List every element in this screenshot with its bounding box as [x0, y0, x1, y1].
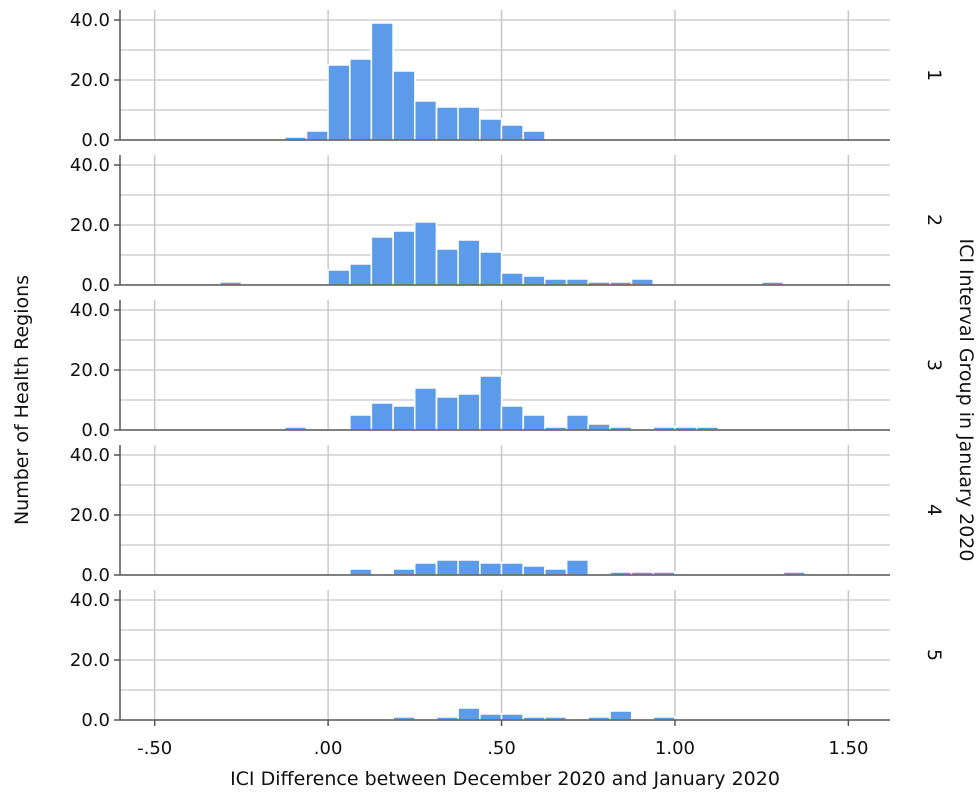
y-tick-label: 0.0: [81, 275, 110, 296]
y-tick-label: 40.0: [70, 10, 110, 31]
y-tick-label: 0.0: [81, 710, 110, 731]
histogram-bar: [349, 263, 373, 286]
histogram-bar: [392, 568, 416, 576]
histogram-bar: [565, 278, 590, 286]
facet-panel-3: 0.0 20.0 40.0 3: [70, 300, 945, 441]
x-tick-label: -.50: [137, 738, 172, 759]
histogram-bar: [500, 405, 524, 431]
facet-panel-2: 0.0 20.0 40.0 2: [70, 155, 945, 296]
histogram-bar: [500, 272, 524, 286]
facet-panels: 0.020.040.010.020.040.020.020.040.030.02…: [70, 10, 945, 731]
histogram-bar: [565, 559, 590, 576]
histogram-bar: [522, 414, 546, 431]
x-axis-tick-labels: -.50 .00 .50 1.00 1.50: [137, 720, 868, 759]
y-tick-label: 20.0: [70, 215, 110, 236]
histogram-bar: [522, 565, 546, 576]
facet-label-3: 3: [923, 359, 945, 371]
y-tick-label: 40.0: [70, 155, 110, 176]
y-tick-label: 40.0: [70, 300, 110, 321]
histogram-bar: [457, 106, 481, 141]
histogram-bar: [349, 58, 373, 141]
histogram-bar: [392, 70, 416, 141]
histogram-bar: [522, 130, 546, 141]
histogram-bar: [479, 118, 503, 141]
x-tick-label: 1.50: [828, 738, 868, 759]
histogram-bar: [565, 414, 590, 431]
y-tick-label: 20.0: [70, 70, 110, 91]
y-tick-label: 0.0: [81, 130, 110, 151]
histogram-bar: [370, 22, 394, 141]
histogram-bar: [544, 568, 568, 576]
facet-panel-1: 0.0 20.0 40.0 1: [70, 10, 945, 151]
histogram-bar: [522, 275, 546, 286]
histogram-bar: [457, 707, 481, 721]
histogram-bar: [305, 130, 329, 141]
histogram-bar: [327, 64, 351, 141]
histogram-bar: [349, 568, 373, 576]
y-tick-label: 0.0: [81, 565, 110, 586]
histogram-bar: [479, 375, 503, 431]
histogram-bar: [609, 710, 633, 721]
histogram-bar: [544, 278, 568, 286]
histogram-bar: [435, 396, 460, 431]
facet-panel-4: 0.0 20.0 40.0 4: [70, 445, 945, 586]
x-tick-label: 1.00: [655, 738, 695, 759]
histogram-bar: [630, 278, 654, 286]
histogram-bar: [327, 269, 351, 286]
histogram-bar: [457, 393, 481, 431]
histogram-bar: [370, 236, 394, 286]
facet-label-1: 1: [923, 69, 945, 81]
histogram-bar: [370, 402, 394, 431]
facet-panel-5: 0.0 20.0 40.0 5: [70, 590, 945, 731]
y-axis-title: Number of Health Regions: [11, 275, 33, 525]
histogram-bar: [435, 559, 460, 576]
facet-label-5: 5: [923, 649, 945, 661]
histogram-bar: [349, 414, 373, 431]
histogram-bar: [435, 106, 460, 141]
facet-label-4: 4: [923, 504, 945, 516]
x-axis-title: ICI Difference between December 2020 and…: [230, 768, 780, 790]
histogram-bar: [392, 230, 416, 286]
x-tick-label: .00: [314, 738, 343, 759]
y-tick-label: 20.0: [70, 505, 110, 526]
histogram-bar: [500, 713, 524, 721]
y-tick-label: 40.0: [70, 590, 110, 611]
y-tick-label: 40.0: [70, 445, 110, 466]
y-tick-label: 20.0: [70, 360, 110, 381]
facet-label-2: 2: [923, 214, 945, 226]
y-tick-label: 0.0: [81, 420, 110, 441]
y-tick-label: 20.0: [70, 650, 110, 671]
facet-axis-title: ICI Interval Group in January 2020: [955, 239, 977, 562]
histogram-bar: [500, 562, 524, 576]
histogram-bar: [457, 559, 481, 576]
histogram-bar: [435, 248, 460, 286]
x-tick-label: .50: [487, 738, 516, 759]
histogram-bar: [587, 423, 611, 431]
histogram-bar: [479, 251, 503, 286]
histogram-bar: [413, 562, 438, 576]
histogram-bar: [413, 387, 438, 431]
histogram-bar: [413, 221, 438, 286]
histogram-bar: [479, 713, 503, 721]
histogram-bar: [500, 124, 524, 141]
histogram-bar: [413, 100, 438, 141]
histogram-bar: [392, 405, 416, 431]
histogram-bar: [457, 239, 481, 286]
histogram-bar: [479, 562, 503, 576]
